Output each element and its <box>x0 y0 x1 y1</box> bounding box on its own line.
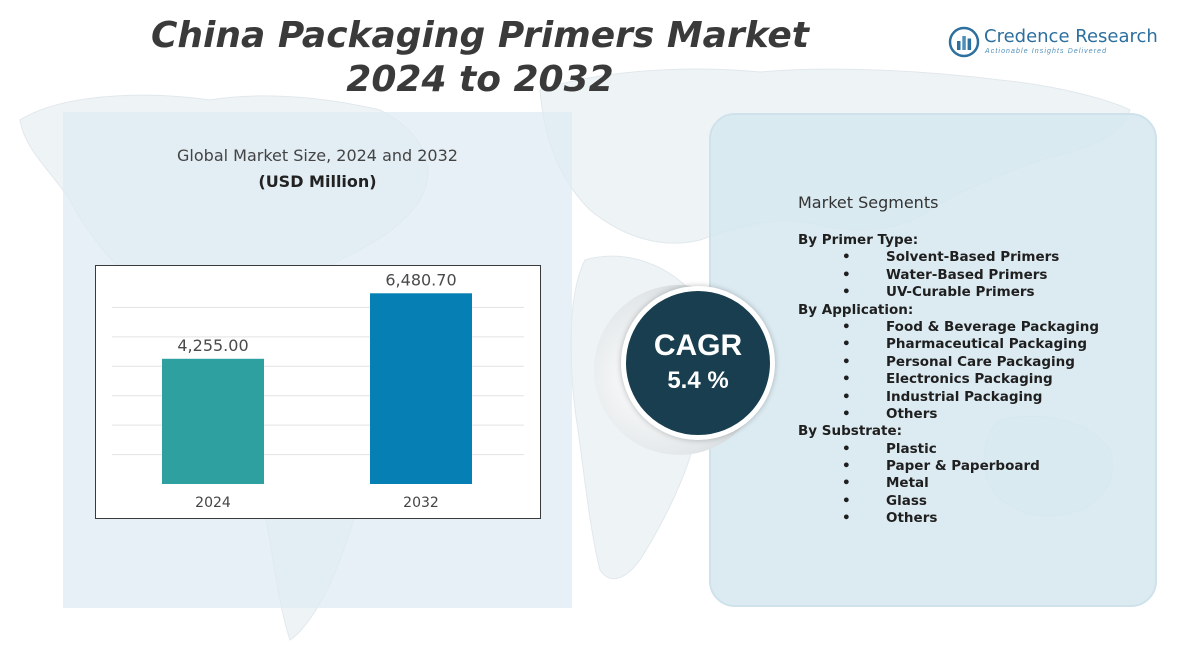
segment-item-label: Glass <box>886 492 927 509</box>
bullet-icon: • <box>842 284 851 301</box>
brand-name: Credence Research <box>984 26 1158 47</box>
data-label-2024: 4,255.00 <box>177 336 248 355</box>
title-line-2: 2024 to 2032 <box>346 59 614 100</box>
brand-tagline: Actionable Insights Delivered <box>985 48 1108 55</box>
segment-item-label: UV-Curable Primers <box>886 284 1035 301</box>
bullet-icon: • <box>842 336 851 353</box>
bullet-icon: • <box>842 353 851 370</box>
chart-heading: Global Market Size, 2024 and 2032 <box>177 146 458 165</box>
segment-item-label: Plastic <box>886 440 937 457</box>
segment-item: • Food & Beverage Packaging <box>798 319 1138 336</box>
segment-item-label: Others <box>886 510 938 527</box>
segment-item: • Water-Based Primers <box>798 267 1138 284</box>
bullet-icon: • <box>842 388 851 405</box>
bullet-icon: • <box>842 510 851 527</box>
segment-item: • Personal Care Packaging <box>798 354 1138 371</box>
cagr-badge: CAGR 5.4 % <box>621 286 775 440</box>
bar-chart: 4,255.00 2024 6,480.70 2032 <box>95 265 541 519</box>
page-title: China Packaging Primers Market 2024 to 2… <box>120 14 840 102</box>
bullet-icon: • <box>842 458 851 475</box>
bullet-icon: • <box>842 405 851 422</box>
x-tick-label-2024: 2024 <box>195 495 231 511</box>
segment-item-label: Pharmaceutical Packaging <box>886 336 1088 353</box>
bullet-icon: • <box>842 266 851 283</box>
bar-2024 <box>162 358 264 484</box>
segments-list: By Primer Type: • Solvent-Based Primers • Wa… <box>798 232 1138 528</box>
segment-item-label: Others <box>886 405 938 422</box>
data-label-2032: 6,480.70 <box>385 270 456 289</box>
segment-item-label: Solvent-Based Primers <box>886 249 1060 266</box>
segment-item: • UV-Curable Primers <box>798 284 1138 301</box>
segment-item: • Glass <box>798 493 1138 510</box>
segment-item-label: Food & Beverage Packaging <box>886 318 1100 335</box>
title-line-1: China Packaging Primers Market <box>150 15 809 56</box>
segment-category: By Application: <box>798 301 914 318</box>
segment-item-label: Paper & Paperboard <box>886 458 1040 475</box>
bullet-icon: • <box>842 249 851 266</box>
bullet-icon: • <box>842 440 851 457</box>
bullet-icon: • <box>842 492 851 509</box>
segment-item: • Paper & Paperboard <box>798 458 1138 475</box>
chart-units: (USD Million) <box>258 172 377 191</box>
segment-item-label: Water-Based Primers <box>886 266 1048 283</box>
segment-item: • Pharmaceutical Packaging <box>798 336 1138 353</box>
x-tick-label-2032: 2032 <box>403 495 439 511</box>
segment-item: • Metal <box>798 475 1138 492</box>
bar-2032 <box>370 293 472 484</box>
bullet-icon: • <box>842 475 851 492</box>
brand-logo: Credence Research Actionable Insights De… <box>948 26 1158 60</box>
segment-item: • Others <box>798 406 1138 423</box>
segment-item-label: Personal Care Packaging <box>886 353 1075 370</box>
bullet-icon: • <box>842 371 851 388</box>
segment-item: • Industrial Packaging <box>798 389 1138 406</box>
segment-category: By Primer Type: <box>798 232 919 248</box>
cagr-label: CAGR <box>653 329 743 362</box>
bullet-icon: • <box>842 318 851 335</box>
segment-item-label: Metal <box>886 475 929 492</box>
segment-item: • Others <box>798 510 1138 527</box>
cagr-value: 5.4 % <box>667 367 729 394</box>
bar-chart-logo-icon <box>948 26 980 58</box>
segment-item: • Solvent-Based Primers <box>798 249 1138 266</box>
bar-chart-canvas: 4,255.00 2024 6,480.70 2032 <box>112 270 524 511</box>
segments-title: Market Segments <box>798 193 939 212</box>
segment-item-label: Industrial Packaging <box>886 388 1043 405</box>
segment-item-label: Electronics Packaging <box>886 371 1053 388</box>
segment-category: By Substrate: <box>798 423 903 440</box>
segment-item: • Plastic <box>798 441 1138 458</box>
segment-item: • Electronics Packaging <box>798 371 1138 388</box>
